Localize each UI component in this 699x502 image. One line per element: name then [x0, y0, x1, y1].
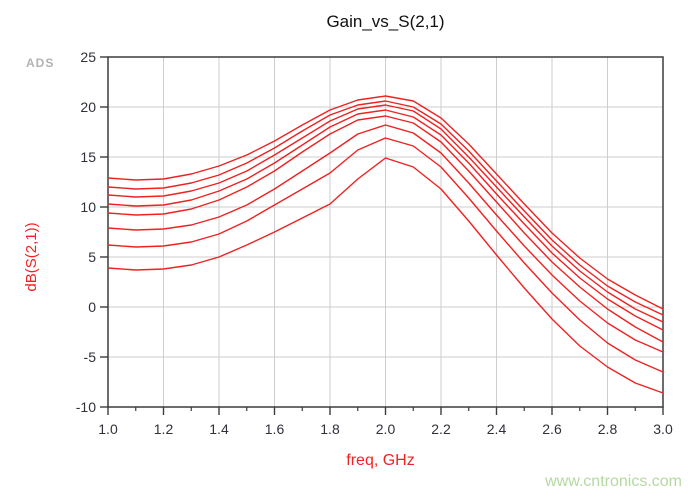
x-tick-label: 1.2	[154, 421, 174, 437]
y-tick-label: 5	[88, 249, 96, 265]
site-watermark: www.cntronics.com	[545, 473, 682, 490]
x-tick-label: 1.0	[98, 421, 118, 437]
x-tick-label: 1.8	[320, 421, 340, 437]
x-tick-label: 1.6	[265, 421, 285, 437]
y-tick-label: -10	[76, 399, 96, 415]
x-tick-label: 2.6	[542, 421, 562, 437]
x-tick-label: 2.8	[598, 421, 618, 437]
x-tick-label: 2.2	[431, 421, 451, 437]
x-axis-label: freq, GHz	[346, 452, 415, 469]
y-tick-label: 10	[80, 199, 96, 215]
x-tick-label: 2.4	[487, 421, 507, 437]
gain-curve-trace-7	[107, 137, 664, 373]
y-tick-label: 25	[80, 49, 96, 65]
ads-watermark: ADS	[26, 56, 55, 70]
gain-curve-trace-6	[107, 124, 664, 353]
gain-curve-trace-2	[107, 100, 664, 316]
y-tick-label: 0	[88, 299, 96, 315]
y-tick-label: 15	[80, 149, 96, 165]
gain-curve-trace-8	[107, 157, 664, 394]
gain-curve-trace-1	[107, 95, 664, 310]
gain-curve-trace-3	[107, 104, 664, 323]
y-tick-label: -5	[84, 349, 97, 365]
gain-curve-trace-4	[107, 109, 664, 331]
x-tick-label: 2.0	[376, 421, 396, 437]
x-tick-label: 3.0	[653, 421, 673, 437]
gain-curve-trace-5	[107, 115, 664, 343]
x-tick-label: 1.4	[209, 421, 229, 437]
y-tick-label: 20	[80, 99, 96, 115]
chart-title: Gain_vs_S(2,1)	[326, 12, 445, 31]
